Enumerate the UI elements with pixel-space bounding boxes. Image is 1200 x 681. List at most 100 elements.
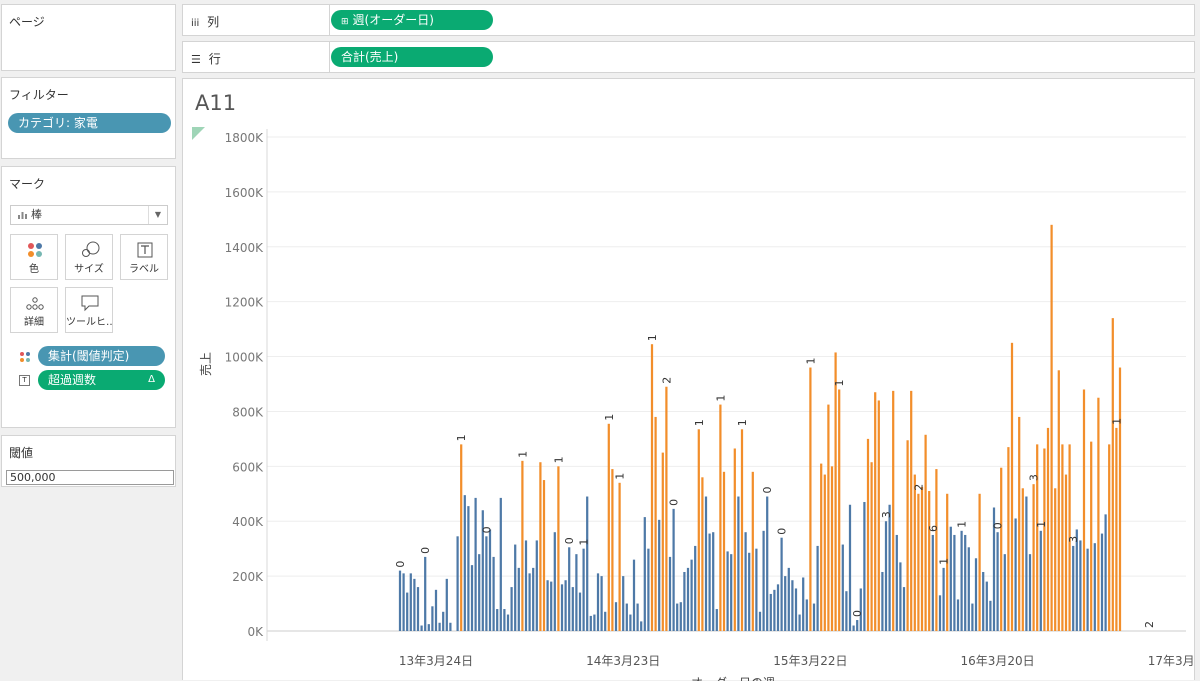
- bar: [715, 609, 718, 631]
- bar: [575, 554, 578, 631]
- bar-label: 0: [563, 537, 576, 544]
- bar: [600, 576, 603, 631]
- label-field-pill[interactable]: 超過週数 Δ: [38, 370, 165, 390]
- y-tick-label: 1400K: [225, 241, 265, 255]
- bar: [647, 548, 650, 631]
- bar-label: 6: [927, 525, 940, 532]
- bar: [870, 462, 873, 631]
- bar-label: 0: [394, 561, 407, 568]
- rows-shelf-label: ☰ 行: [191, 52, 221, 66]
- bar: [888, 504, 891, 631]
- bar: [773, 589, 776, 631]
- detail-icon: [26, 297, 44, 310]
- bar: [456, 536, 459, 631]
- text-label-icon: T: [19, 375, 30, 386]
- bar: [690, 559, 693, 631]
- bar: [571, 587, 574, 631]
- threshold-card: 閾値 500,000: [1, 435, 176, 487]
- bar: [420, 625, 423, 631]
- y-tick-label: 1200K: [225, 296, 265, 310]
- bar: [971, 603, 974, 631]
- y-tick-label: 400K: [232, 515, 264, 529]
- threshold-input[interactable]: 500,000: [6, 470, 174, 485]
- bar: [895, 534, 898, 631]
- bar: [676, 603, 679, 631]
- bar: [589, 615, 592, 631]
- bar: [1090, 441, 1093, 631]
- bar: [701, 477, 704, 631]
- bar: [784, 576, 787, 631]
- mark-type-label: 棒: [31, 208, 42, 221]
- bar: [578, 592, 582, 631]
- color-field-pill[interactable]: 集計(閾値判定): [38, 346, 165, 366]
- bar: [586, 496, 589, 631]
- bar: [1100, 533, 1104, 631]
- bar: [557, 466, 560, 631]
- filter-pill-category[interactable]: カテゴリ: 家電: [8, 113, 171, 133]
- bar: [496, 609, 499, 631]
- bar: [643, 517, 646, 631]
- bar-chart-icon: [18, 212, 27, 219]
- label-button[interactable]: ラベル: [120, 234, 168, 280]
- bar: [838, 389, 841, 631]
- bar: [856, 620, 859, 631]
- bar: [467, 506, 470, 631]
- bar-label: 0: [419, 547, 432, 554]
- bar: [679, 602, 682, 631]
- size-button[interactable]: サイズ: [65, 234, 113, 280]
- bar: [539, 462, 542, 631]
- color-icon: [28, 243, 42, 257]
- bar: [1064, 474, 1068, 631]
- bar: [442, 611, 445, 631]
- bar: [953, 534, 956, 631]
- bar: [845, 591, 848, 631]
- bar: [1111, 318, 1114, 631]
- bar: [823, 474, 826, 631]
- bar: [1028, 554, 1032, 631]
- bar: [463, 495, 466, 631]
- color-button[interactable]: 色: [10, 234, 58, 280]
- pages-title: ページ: [9, 15, 45, 29]
- bar: [924, 434, 927, 631]
- bar: [751, 471, 754, 631]
- bar: [478, 554, 481, 631]
- bar: [1072, 545, 1075, 631]
- bar: [996, 532, 999, 631]
- columns-pill[interactable]: ⊞ 週(オーダー日): [331, 10, 493, 30]
- bar: [874, 392, 877, 631]
- table-calc-badge: Δ: [148, 374, 155, 385]
- columns-shelf-label: iii 列: [191, 15, 220, 29]
- bar: [917, 493, 920, 631]
- bar: [791, 580, 794, 631]
- bar: [748, 552, 751, 631]
- bar: [1118, 367, 1122, 631]
- bar: [805, 599, 808, 631]
- bar: [413, 578, 416, 631]
- bar-label: 1: [455, 434, 468, 441]
- bar: [445, 578, 448, 631]
- date-plus-icon[interactable]: ⊞: [341, 17, 349, 27]
- size-icon: [82, 241, 100, 257]
- annotation-marker-icon: [192, 127, 205, 140]
- bar: [1050, 224, 1053, 632]
- bar-label: 1: [1035, 521, 1048, 528]
- chart-view: A11 0K 200K 400K 600K 800K 1000K 1200K 1400K 160…: [182, 78, 1195, 681]
- x-tick-label: 16年3月20日: [961, 654, 1035, 668]
- bar-label: 3: [880, 511, 893, 518]
- tooltip-button[interactable]: ツールヒ…: [65, 287, 113, 333]
- detail-button[interactable]: 詳細: [10, 287, 58, 333]
- bar: [802, 577, 805, 631]
- rows-pill[interactable]: 合計(売上): [331, 47, 493, 67]
- bar: [758, 611, 762, 631]
- chevron-down-icon[interactable]: ▼: [148, 206, 167, 224]
- bar-label: 1: [552, 456, 565, 463]
- bar-chart[interactable]: 0K 200K 400K 600K 800K 1000K 1200K 1400K 1600K 18…: [183, 79, 1194, 681]
- bar: [1075, 529, 1078, 631]
- bar: [740, 429, 744, 631]
- mark-type-dropdown[interactable]: 棒 ▼: [10, 205, 168, 225]
- bar: [830, 466, 834, 631]
- bar: [672, 508, 675, 631]
- bar: [550, 581, 553, 631]
- bar: [1007, 447, 1010, 631]
- bar-label: 0: [992, 522, 1005, 529]
